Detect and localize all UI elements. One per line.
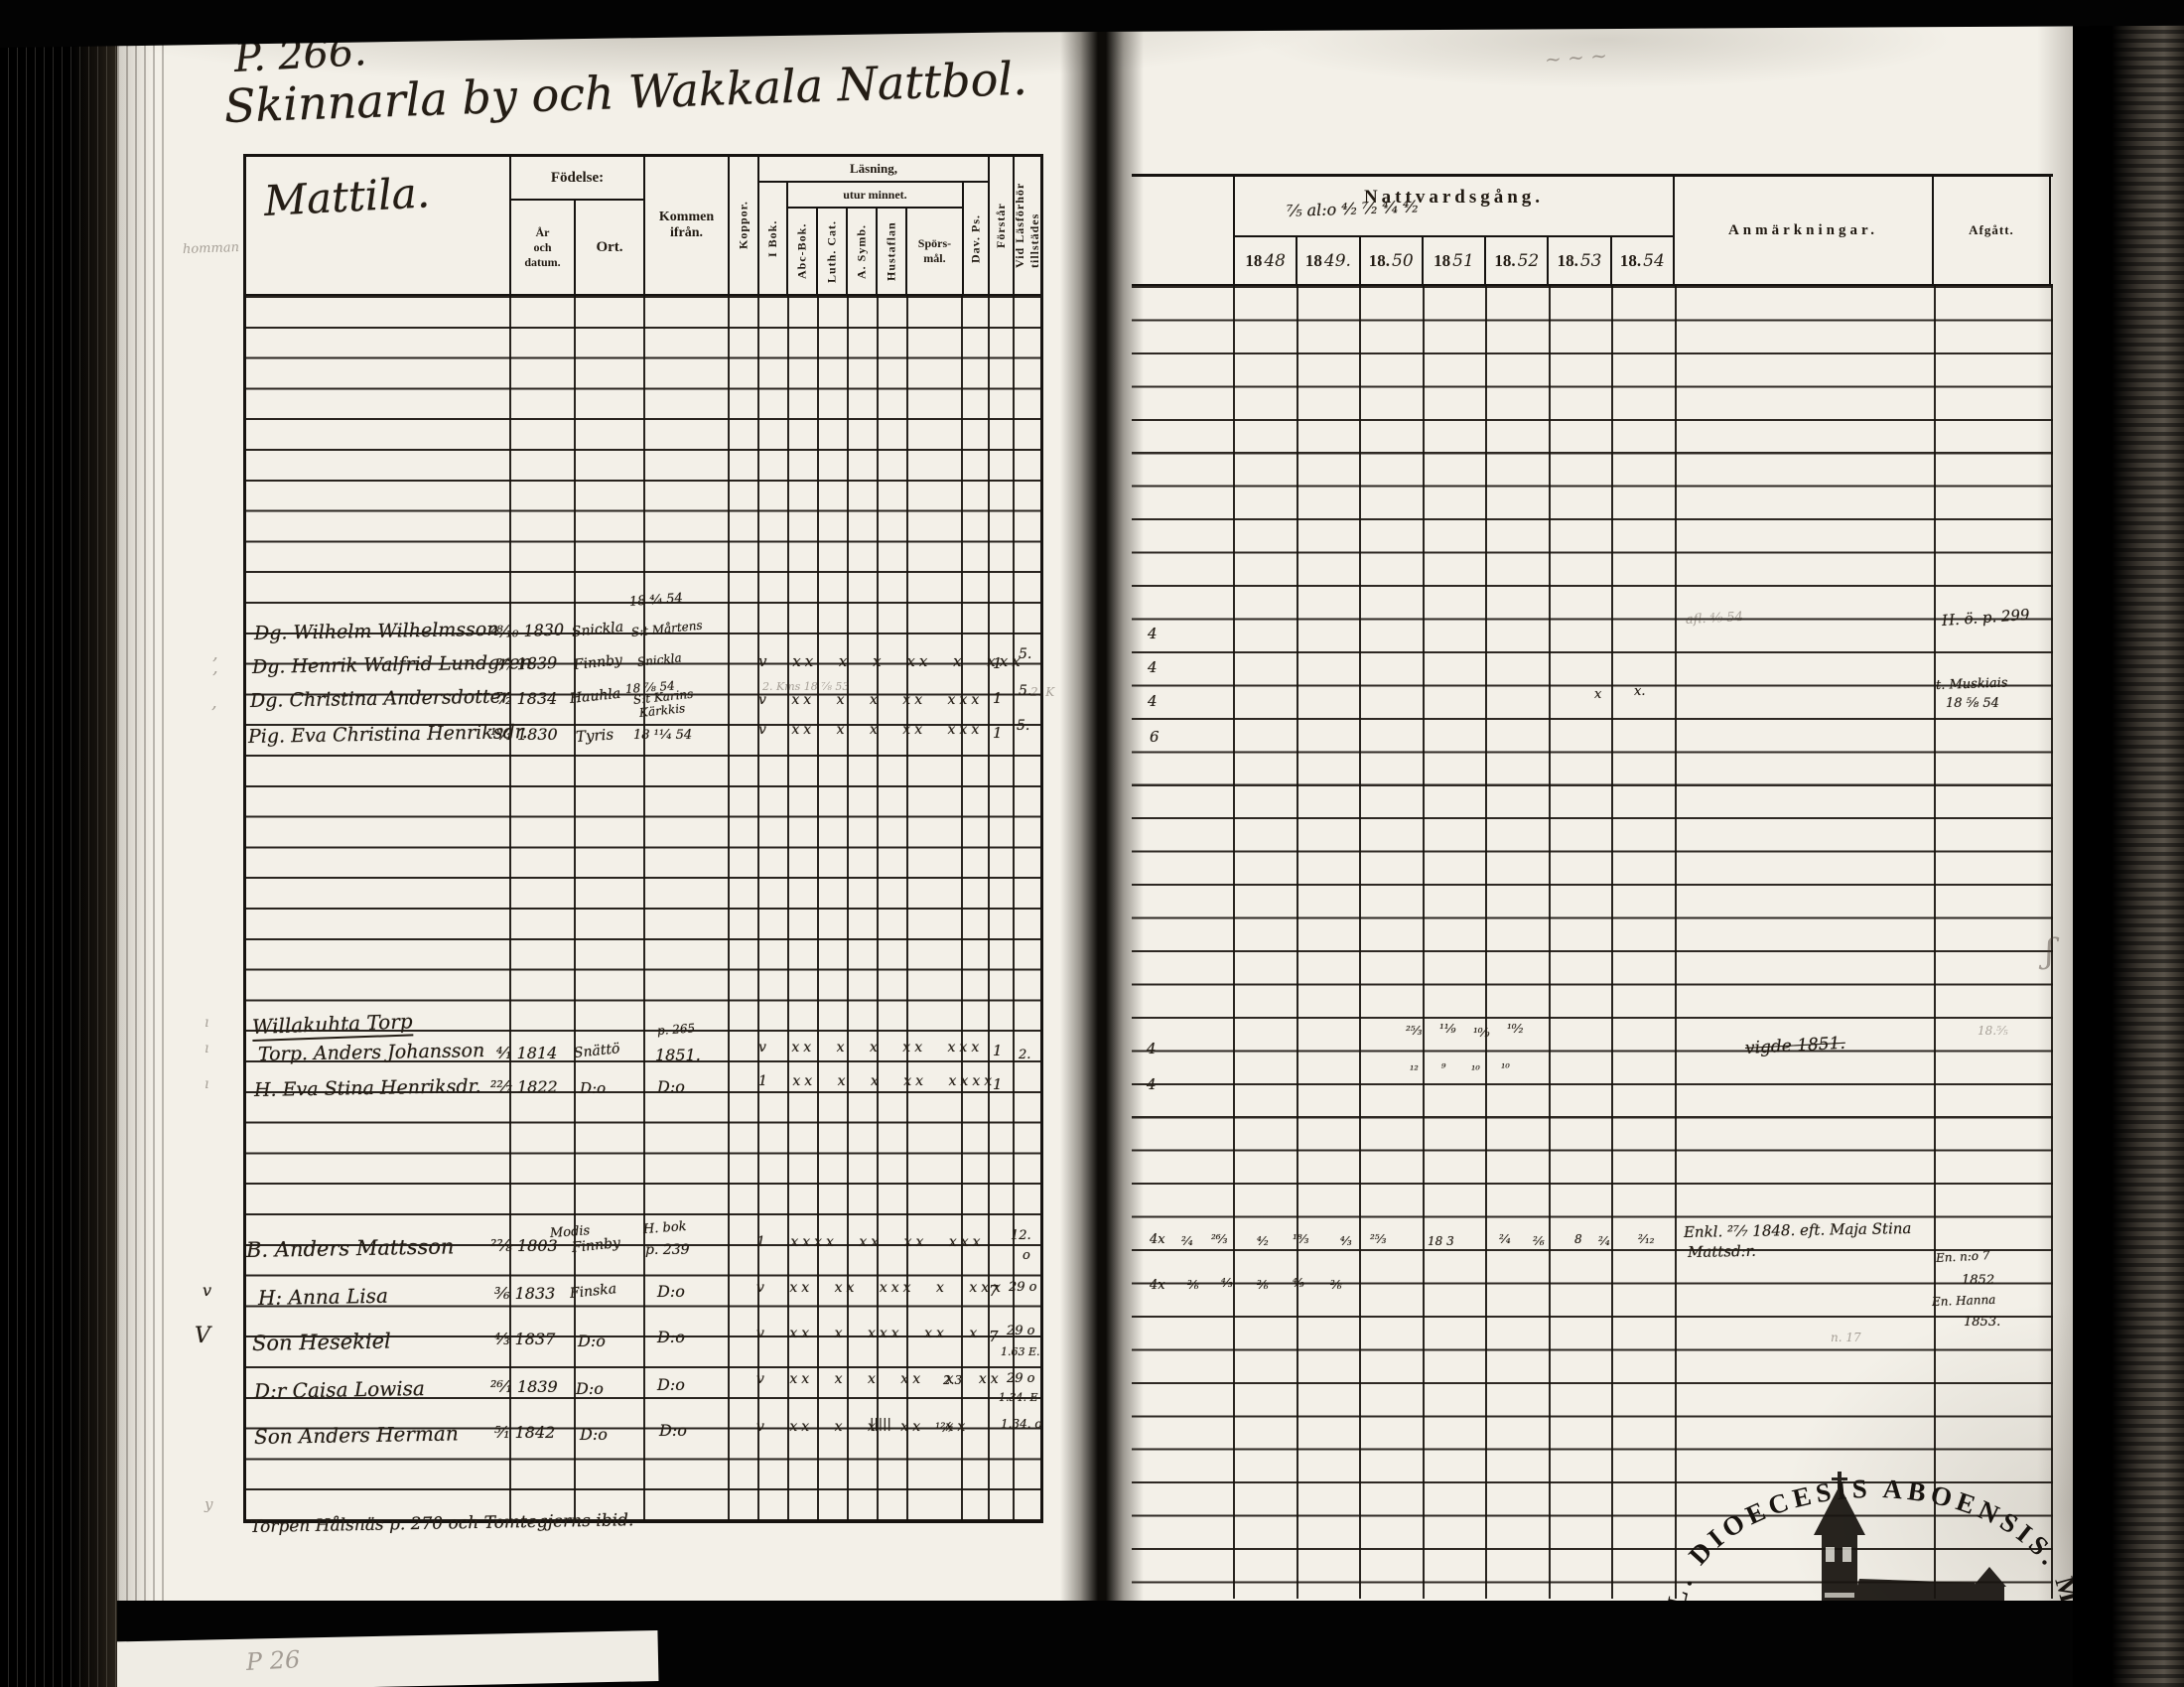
year-printed: 18 [1304,250,1322,270]
grid-line [1485,286,1487,1599]
grid-line [906,296,908,1521]
header-kommen-ifran: Kommen ifrån. [643,157,728,294]
right-book-edge [2073,0,2184,1687]
year-printed: 18 [1245,250,1263,270]
grid-line [1297,286,1298,1599]
left-register-table: Födelse: År och datum. Ort. Kommen ifrån… [243,154,1043,1523]
year-written: 49. [1323,250,1351,271]
year-written: 48 [1264,250,1286,271]
vid-lasforhor-vertical-label: Vid Läsförhör tillstädes [1013,182,1041,269]
header-abc-bok: Abc-Bok. [788,209,818,294]
year-column-header-1850: 18. 50 [1358,237,1422,284]
header-dav-ps: Dav. Ps. [961,183,988,294]
lasning-column-group: Läsning, I Bok. utur minnet. Abc-Bok. Lu… [757,157,988,294]
header-hustaflan: Hustaflan [878,209,907,294]
grid-line [1934,286,1936,1599]
header-anmarkningar: Anmärkningar. [1727,221,1879,238]
a-symb-vertical-label: A. Symb. [854,223,869,279]
right-communion-table: Nattvardsgång. 18 48 18 49. 18. 50 [1132,174,2053,1601]
year-written: 52 [1517,250,1540,271]
header-ar-och-datum: År och datum. [511,201,576,294]
grid-line [1013,296,1015,1521]
header-forstar: Förstår [988,157,1013,294]
header-sporsmal: Spörs- mål. [917,236,952,265]
grid-line [1549,286,1551,1599]
header-afgatt: Afgått. [1932,177,2051,284]
abc-bok-vertical-label: Abc-Bok. [794,222,809,280]
header-utur-minnet: utur minnet. [787,183,962,209]
grid-line [817,296,819,1521]
fodelse-column-group: Födelse: År och datum. Ort. [509,157,643,294]
year-written: 53 [1579,250,1602,271]
grid-line [988,296,990,1521]
header-vid-lasforhor: Vid Läsförhör tillstädes [1013,157,1041,294]
year-column-header-1854: 18. 54 [1609,237,1673,284]
header-lasning: Läsning, [759,157,988,183]
name-column-header [246,157,509,294]
year-column-header-1852: 18. 52 [1484,237,1547,284]
hustaflan-vertical-label: Hustaflan [884,221,898,281]
years-column-group: Nattvardsgång. 18 48 18 49. 18. 50 [1233,177,1675,284]
left-book-edge [0,0,117,1687]
header-fodelse: Födelse: [511,157,643,201]
grid-line [1675,286,1677,1599]
year-printed: 18. [1619,250,1642,270]
year-printed: 18. [1368,250,1390,270]
margin-column-header [1132,177,1233,284]
year-written: 50 [1392,250,1414,271]
grid-line [1359,286,1361,1599]
grid-line [1611,286,1613,1599]
grid-line [2051,286,2053,1599]
i-bok-vertical-label: I Bok. [764,219,779,257]
year-column-header-1848: 18 48 [1235,237,1296,284]
header-luth-cat: Luth. Cat. [818,209,848,294]
year-printed: 18. [1494,250,1516,270]
left-table-grid [246,296,1040,1521]
header-ort: Ort. [596,238,623,255]
grid-line [509,296,511,1521]
year-printed: 18. [1557,250,1578,270]
grid-line [574,296,576,1521]
right-table-header: Nattvardsgång. 18 48 18 49. 18. 50 [1132,177,2053,286]
year-column-header-1849: 18 49. [1296,237,1358,284]
forstar-vertical-label: Förstår [994,203,1008,248]
luth-cat-vertical-label: Luth. Cat. [824,219,839,283]
year-written: 51 [1452,250,1474,271]
header-koppor: Koppor. [728,157,757,294]
header-a-symb: A. Symb. [848,209,878,294]
book-gutter [1060,0,1144,1687]
grid-line [961,296,963,1521]
left-table-header: Födelse: År och datum. Ort. Kommen ifrån… [246,157,1041,296]
right-table-grid [1132,286,2053,1599]
utur-minnet-group: utur minnet. Abc-Bok. Luth. Cat. A. Symb… [787,183,962,294]
grid-line [1233,286,1235,1599]
header-i-bok: I Bok. [759,183,788,294]
grid-line [728,296,730,1521]
grid-line [643,296,645,1521]
grid-line [1423,286,1425,1599]
year-column-header-1853: 18. 53 [1547,237,1609,284]
header-nattvardsgang: Nattvardsgång. [1235,177,1673,237]
grid-line [757,296,759,1521]
grid-line [877,296,879,1521]
grid-line [847,296,849,1521]
grid-line [787,296,789,1521]
koppor-vertical-label: Koppor. [736,201,751,250]
year-printed: 18 [1433,250,1451,270]
dav-ps-vertical-label: Dav. Ps. [968,213,983,263]
left-page-edge-lines [117,24,169,1605]
year-column-header-1851: 18 51 [1421,237,1484,284]
year-written: 54 [1643,250,1665,271]
